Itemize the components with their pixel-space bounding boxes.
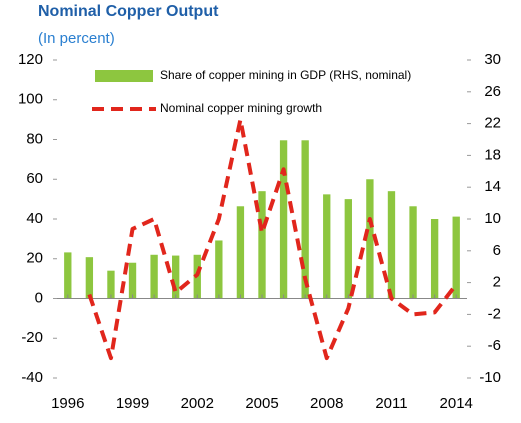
x-tick-label: 2002 (181, 395, 214, 412)
x-tick-label: 1999 (116, 395, 149, 412)
y2-tick-label: -2 (488, 305, 501, 322)
bar (452, 216, 460, 299)
bar (64, 252, 72, 299)
y-tick-label: -40 (21, 369, 43, 386)
x-tick-label: 2005 (245, 395, 278, 412)
bar (279, 140, 288, 299)
y2-tick-label: -10 (479, 369, 501, 386)
line (87, 117, 458, 361)
y2-tick-label: 22 (484, 115, 501, 132)
x-tick-label: 1996 (51, 395, 84, 412)
chart-subtitle: (In percent) (38, 30, 115, 47)
bar (258, 191, 266, 299)
chart-title: Nominal Copper Output (38, 3, 219, 20)
y2-tick-label: -6 (488, 337, 501, 354)
y2-tick-label: 18 (484, 146, 501, 163)
x-tick-label: 2014 (440, 395, 473, 412)
bar (301, 140, 309, 299)
y-tick-label: 40 (26, 210, 43, 227)
y2-tick-label: 26 (484, 83, 501, 100)
y2-tick-label: 2 (493, 274, 501, 291)
bar (128, 262, 137, 299)
y2-tick-label: 10 (484, 210, 501, 227)
bar (409, 206, 417, 299)
legend-label: Share of copper mining in GDP (RHS, nomi… (160, 68, 411, 82)
legend-swatch (95, 70, 153, 82)
y2-tick-label: 14 (484, 178, 501, 195)
y-tick-label: 80 (26, 130, 43, 147)
y-tick-label: 0 (35, 289, 43, 306)
bar (107, 270, 115, 299)
bar (344, 199, 352, 299)
y-tick-label: 60 (26, 170, 43, 187)
bar (387, 191, 396, 299)
x-tick-label: 2008 (310, 395, 343, 412)
bar (85, 257, 94, 299)
bar (366, 179, 374, 299)
bar (215, 240, 223, 299)
y-tick-label: 120 (18, 51, 43, 68)
bar (172, 255, 180, 299)
y2-tick-label: 30 (484, 51, 501, 68)
x-tick-label: 2011 (375, 395, 407, 412)
bar (323, 194, 331, 299)
bar (430, 219, 439, 299)
bar (150, 254, 158, 299)
y-tick-label: -20 (21, 329, 43, 346)
y-tick-label: 20 (26, 250, 43, 267)
legend-label: Nominal copper mining growth (160, 101, 322, 115)
bar (236, 206, 245, 299)
y-tick-label: 100 (18, 91, 43, 108)
y2-tick-label: 6 (493, 242, 501, 259)
